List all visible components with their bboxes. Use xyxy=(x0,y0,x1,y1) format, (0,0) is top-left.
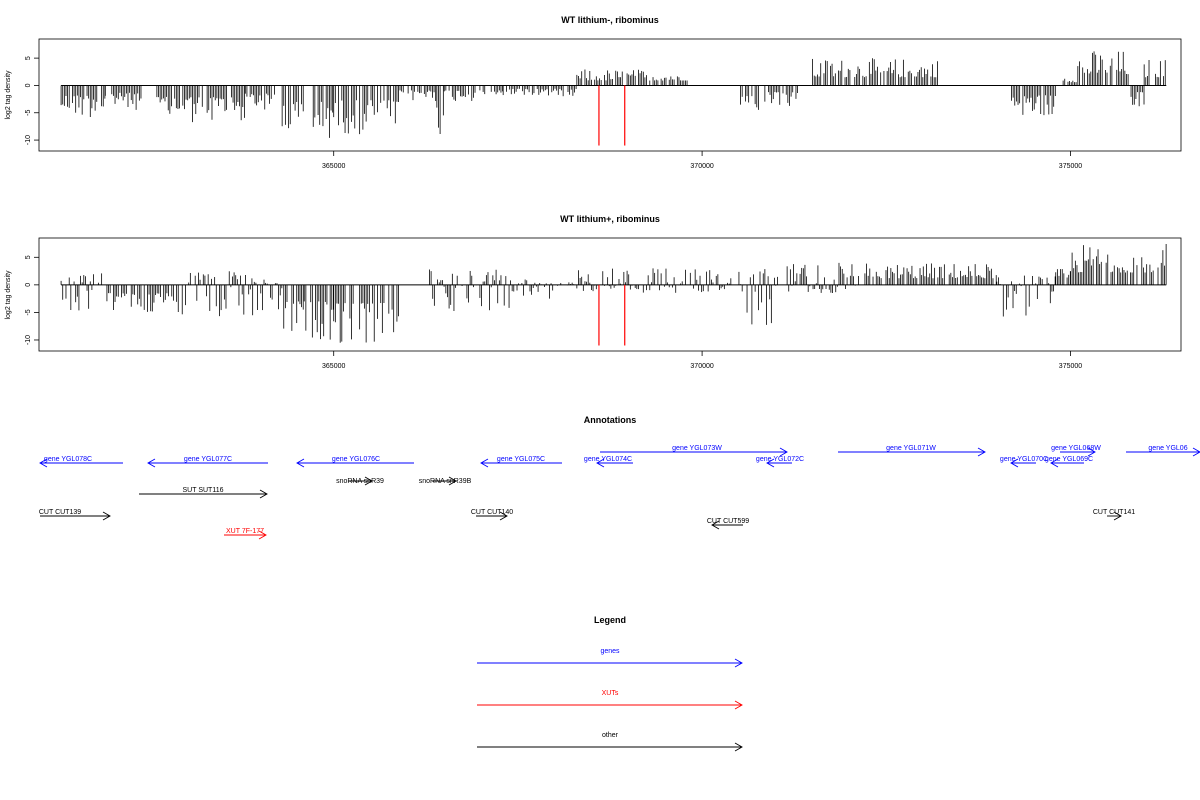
annotation-label: snoRNA snR39 xyxy=(336,478,384,485)
annotation-label: CUT CUT599 xyxy=(707,518,749,525)
arrow-head xyxy=(1113,511,1122,521)
annotation-label: gene YGL073W xyxy=(672,445,722,452)
arrow-head xyxy=(1010,458,1019,468)
arrow-head xyxy=(779,447,788,457)
annotation-label: gene YGL072C xyxy=(756,456,804,463)
annotation-feature: gene YGL070C xyxy=(1000,456,1048,468)
annotation-feature: gene YGL073W xyxy=(600,445,788,457)
y-tick-label: -5 xyxy=(25,309,32,315)
annotation-label: CUT CUT141 xyxy=(1093,509,1135,516)
legend-title: Legend xyxy=(594,615,626,625)
arrow-head xyxy=(734,742,743,752)
annotation-label: gene YGL075C xyxy=(497,456,545,463)
y-tick-label: 5 xyxy=(25,56,32,60)
annotation-feature: gene YGL06 xyxy=(1126,445,1200,457)
x-tick-label: 370000 xyxy=(690,363,713,370)
annotation-feature: gene YGL074C xyxy=(584,456,633,468)
annotation-label: CUT CUT140 xyxy=(471,509,513,516)
annotation-label: gene YGL069C xyxy=(1045,456,1093,463)
annotation-feature: CUT CUT140 xyxy=(471,509,513,521)
arrow-head xyxy=(734,700,743,710)
annotation-label: gene YGL070C xyxy=(1000,456,1048,463)
annotation-label: SUT SUT116 xyxy=(183,487,224,494)
annotation-label: gene YGL071W xyxy=(886,445,936,452)
arrow-head xyxy=(766,458,775,468)
annotation-feature: CUT CUT139 xyxy=(39,509,111,521)
arrow-head xyxy=(102,511,111,521)
arrow-head xyxy=(296,458,305,468)
annotation-feature: snoRNA snR39B xyxy=(419,476,472,486)
arrow-head xyxy=(711,520,720,530)
annotation-feature: CUT CUT599 xyxy=(707,518,749,530)
annotation-label: gene YGL074C xyxy=(584,456,632,463)
arrow-head xyxy=(1050,458,1059,468)
arrow-head xyxy=(147,458,156,468)
annotations-title: Annotations xyxy=(584,415,637,425)
arrow-head xyxy=(258,530,267,540)
legend-entry: genes xyxy=(477,648,743,668)
annotation-label: gene YGL078C xyxy=(44,456,92,463)
legend-label: XUTs xyxy=(602,690,619,697)
plot-frame xyxy=(38,237,1182,352)
annotation-label: gene YGL077C xyxy=(184,456,232,463)
annotation-label: gene YGL076C xyxy=(332,456,380,463)
arrow-head xyxy=(734,658,743,668)
chart-title: WT lithium+, ribominus xyxy=(560,214,660,224)
y-tick-label: 5 xyxy=(25,255,32,259)
legend-panel: Legend genes XUTs other xyxy=(477,615,743,752)
arrow-head xyxy=(1192,447,1200,457)
chart-title: WT lithium-, ribominus xyxy=(561,15,659,25)
y-tick-label: -10 xyxy=(25,335,32,345)
annotation-feature: gene YGL069C xyxy=(1045,456,1093,468)
annotation-feature: gene YGL071W xyxy=(838,445,986,457)
track-panel-lithium-minus: WT lithium-, ribominus log2 tag density … xyxy=(5,15,1182,170)
annotation-feature: gene YGL075C xyxy=(480,456,562,468)
arrow-head xyxy=(480,458,489,468)
arrow-head xyxy=(39,458,48,468)
annotation-label: gene YGL06 xyxy=(1148,445,1187,452)
x-tick-label: 375000 xyxy=(1059,363,1082,370)
arrow-head xyxy=(977,447,986,457)
legend-entry: XUTs xyxy=(477,690,743,710)
arrow-head xyxy=(364,476,373,486)
legend-label: genes xyxy=(600,648,620,655)
arrow-head xyxy=(448,476,457,486)
legend-label: other xyxy=(602,732,619,739)
annotation-label: XUT 7F-177 xyxy=(226,528,264,535)
x-tick-label: 365000 xyxy=(322,363,345,370)
y-tick-label: 0 xyxy=(25,283,32,287)
annotation-feature: gene YGL068W xyxy=(1051,445,1101,457)
y-axis-label: log2 tag density xyxy=(5,70,12,120)
x-tick-label: 365000 xyxy=(322,163,345,170)
annotation-feature: gene YGL078C xyxy=(39,456,123,468)
legend-entry: other xyxy=(477,732,743,752)
y-tick-label: -10 xyxy=(25,135,32,145)
annotation-feature: SUT SUT116 xyxy=(139,487,268,499)
arrow-head xyxy=(1087,447,1096,457)
annotation-feature: gene YGL076C xyxy=(296,456,414,468)
annotation-label: CUT CUT139 xyxy=(39,509,81,516)
x-tick-label: 375000 xyxy=(1059,163,1082,170)
annotation-feature: gene YGL077C xyxy=(147,456,268,468)
annotations-panel: Annotations gene YGL078C gene YGL077C gene… xyxy=(39,415,1200,540)
arrow-head xyxy=(499,511,508,521)
annotation-label: snoRNA snR39B xyxy=(419,478,472,485)
plot-frame xyxy=(38,38,1182,152)
y-axis-label: log2 tag density xyxy=(5,270,12,320)
y-tick-label: -5 xyxy=(25,110,32,116)
annotation-feature: XUT 7F-177 xyxy=(224,528,267,540)
annotation-label: gene YGL068W xyxy=(1051,445,1101,452)
track-panel-lithium-plus: WT lithium+, ribominus log2 tag density … xyxy=(5,214,1182,370)
annotation-feature: CUT CUT141 xyxy=(1093,509,1135,521)
y-tick-label: 0 xyxy=(25,83,32,87)
annotation-feature: gene YGL072C xyxy=(756,456,804,468)
annotation-feature: snoRNA snR39 xyxy=(336,476,384,486)
arrow-head xyxy=(596,458,605,468)
arrow-head xyxy=(259,489,268,499)
x-tick-label: 370000 xyxy=(690,163,713,170)
